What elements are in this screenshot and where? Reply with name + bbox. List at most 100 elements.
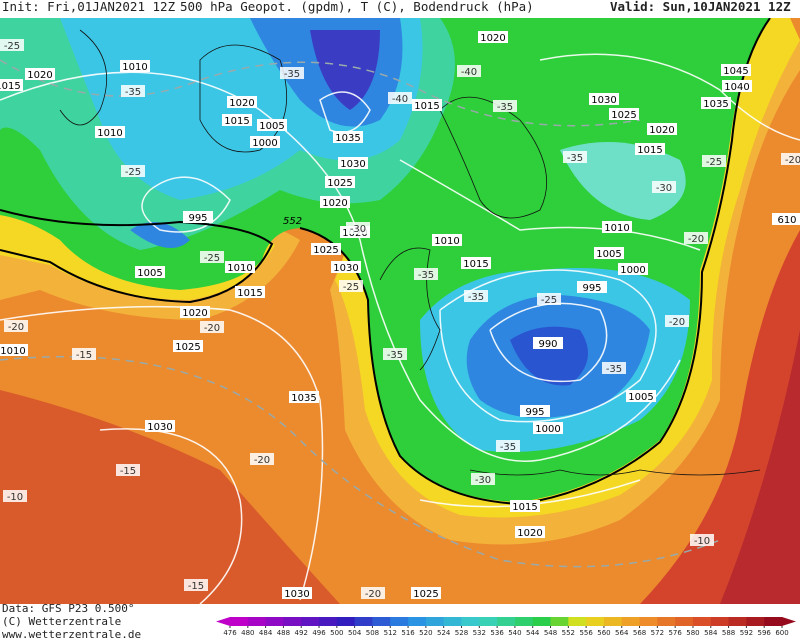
- colorbar-tick-label: 584: [704, 629, 718, 637]
- colorbar-segment: [657, 617, 676, 626]
- colorbar-tick-label: 496: [312, 629, 326, 637]
- pressure-label-box: [411, 587, 441, 599]
- temperature-label-box: [457, 65, 481, 77]
- pressure-label: 995: [525, 407, 544, 418]
- colorbar-tick-label: 580: [686, 629, 699, 637]
- temperature-label: -35: [468, 292, 484, 303]
- pressure-label-box: [95, 126, 125, 138]
- pressure-label-box: [647, 123, 677, 135]
- temperature-label-box: [0, 39, 24, 51]
- colorbar-tick-label: 480: [241, 629, 254, 637]
- temperature-label-box: [652, 181, 676, 193]
- temperature-label-box: [602, 362, 626, 374]
- pressure-label: 1015: [414, 101, 439, 112]
- pressure-label-box: [227, 96, 257, 108]
- pressure-label-box: [145, 420, 175, 432]
- pressure-label-box: [173, 340, 203, 352]
- temperature-label-box: [563, 151, 587, 163]
- temperature-label-box: [665, 315, 689, 327]
- pressure-label-box: [289, 391, 319, 403]
- temperature-label-box: [346, 222, 370, 234]
- pressure-label: 1005: [259, 121, 284, 132]
- pressure-label: 1035: [291, 393, 316, 404]
- temperature-label-box: [250, 453, 274, 465]
- pressure-label: 1010: [122, 62, 147, 73]
- pressure-label-box: [635, 143, 665, 155]
- colorbar-tick-label: 500: [330, 629, 343, 637]
- pressure-label: 1020: [517, 528, 542, 539]
- pressure-label: 990: [538, 339, 557, 350]
- pressure-label: 1015: [0, 81, 21, 92]
- temperature-label-box: [414, 268, 438, 280]
- colorbar-tick-label: 564: [615, 629, 629, 637]
- temperature-label: -35: [497, 102, 513, 113]
- temperature-label: -15: [120, 466, 136, 477]
- pressure-label: 1005: [628, 392, 653, 403]
- colorbar-tick-label: 528: [455, 629, 468, 637]
- temperature-label: -30: [475, 475, 491, 486]
- pressure-label: 1020: [229, 98, 254, 109]
- pressure-label-box: [594, 247, 624, 259]
- pressure-label-box: [225, 261, 255, 273]
- pressure-label: 1000: [252, 138, 277, 149]
- colorbar-tick-label: 556: [579, 629, 593, 637]
- temperature-label-box: [4, 320, 28, 332]
- temperature-label: -35: [606, 364, 622, 375]
- temperature-label: -15: [188, 581, 204, 592]
- temperature-label-box: [72, 348, 96, 360]
- pressure-label: 1025: [175, 342, 200, 353]
- colorbar-tick-label: 520: [419, 629, 432, 637]
- pressure-label: 1020: [322, 198, 347, 209]
- pressure-label-box: [626, 390, 656, 402]
- pressure-label: 1015: [224, 116, 249, 127]
- copyright: (C) Wetterzentrale: [2, 615, 121, 628]
- colorbar-segment: [675, 617, 694, 626]
- pressure-label: 1015: [637, 145, 662, 156]
- pressure-label: 1025: [327, 178, 352, 189]
- pressure-label-box: [602, 221, 632, 233]
- pressure-label-box: [412, 99, 442, 111]
- pressure-label-box: [183, 211, 213, 223]
- temperature-label: -25: [343, 282, 359, 293]
- pressure-label-box: [589, 93, 619, 105]
- pressure-label: 1010: [604, 223, 629, 234]
- pressure-label: 610: [777, 215, 796, 226]
- init-time: Init: Fri,01JAN2021 12Z: [2, 0, 176, 14]
- colorbar-segment: [550, 617, 569, 626]
- pressure-label: 1035: [703, 99, 728, 110]
- colorbar-segment: [621, 617, 641, 626]
- colorbar-segment: [230, 617, 249, 626]
- pressure-label: 995: [188, 213, 207, 224]
- pressure-label: 1020: [649, 125, 674, 136]
- temperature-label: -35: [125, 87, 141, 98]
- pressure-label-box: [618, 263, 648, 275]
- pressure-label: 1015: [512, 502, 537, 513]
- colorbar-segment: [372, 617, 391, 626]
- temperature-label-box: [388, 92, 412, 104]
- temperature-label: -20: [254, 455, 270, 466]
- colorbar-segment: [301, 617, 320, 626]
- colorbar-tick-label: 488: [277, 629, 290, 637]
- pressure-label-box: [235, 286, 265, 298]
- pressure-label: 1025: [413, 589, 438, 600]
- colorbar-tick-label: 588: [722, 629, 735, 637]
- pressure-label-box: [510, 500, 540, 512]
- colorbar-segment: [443, 617, 462, 626]
- colorbar-segment: [710, 617, 730, 626]
- pressure-label-box: [609, 108, 639, 120]
- colorbar-segment: [514, 617, 534, 626]
- pressure-label-box: [135, 266, 165, 278]
- valid-time: Valid: Sun,10JAN2021 12Z: [610, 0, 791, 14]
- temperature-label-box: [121, 165, 145, 177]
- pressure-label: 1030: [147, 422, 172, 433]
- colorbar-segment: [354, 617, 373, 626]
- pressure-label-box: [311, 243, 341, 255]
- pressure-label-box: [461, 257, 491, 269]
- temperature-label-box: [471, 473, 495, 485]
- temperature-label-box: [537, 293, 561, 305]
- colorbar-segment: [746, 617, 765, 626]
- colorbar: 476 480 484 488 492 496 500 504 508 512 516 520 524 5…: [216, 617, 796, 637]
- temperature-label-box: [690, 534, 714, 546]
- pressure-label-box: [721, 64, 751, 76]
- temperature-label: -25: [541, 295, 557, 306]
